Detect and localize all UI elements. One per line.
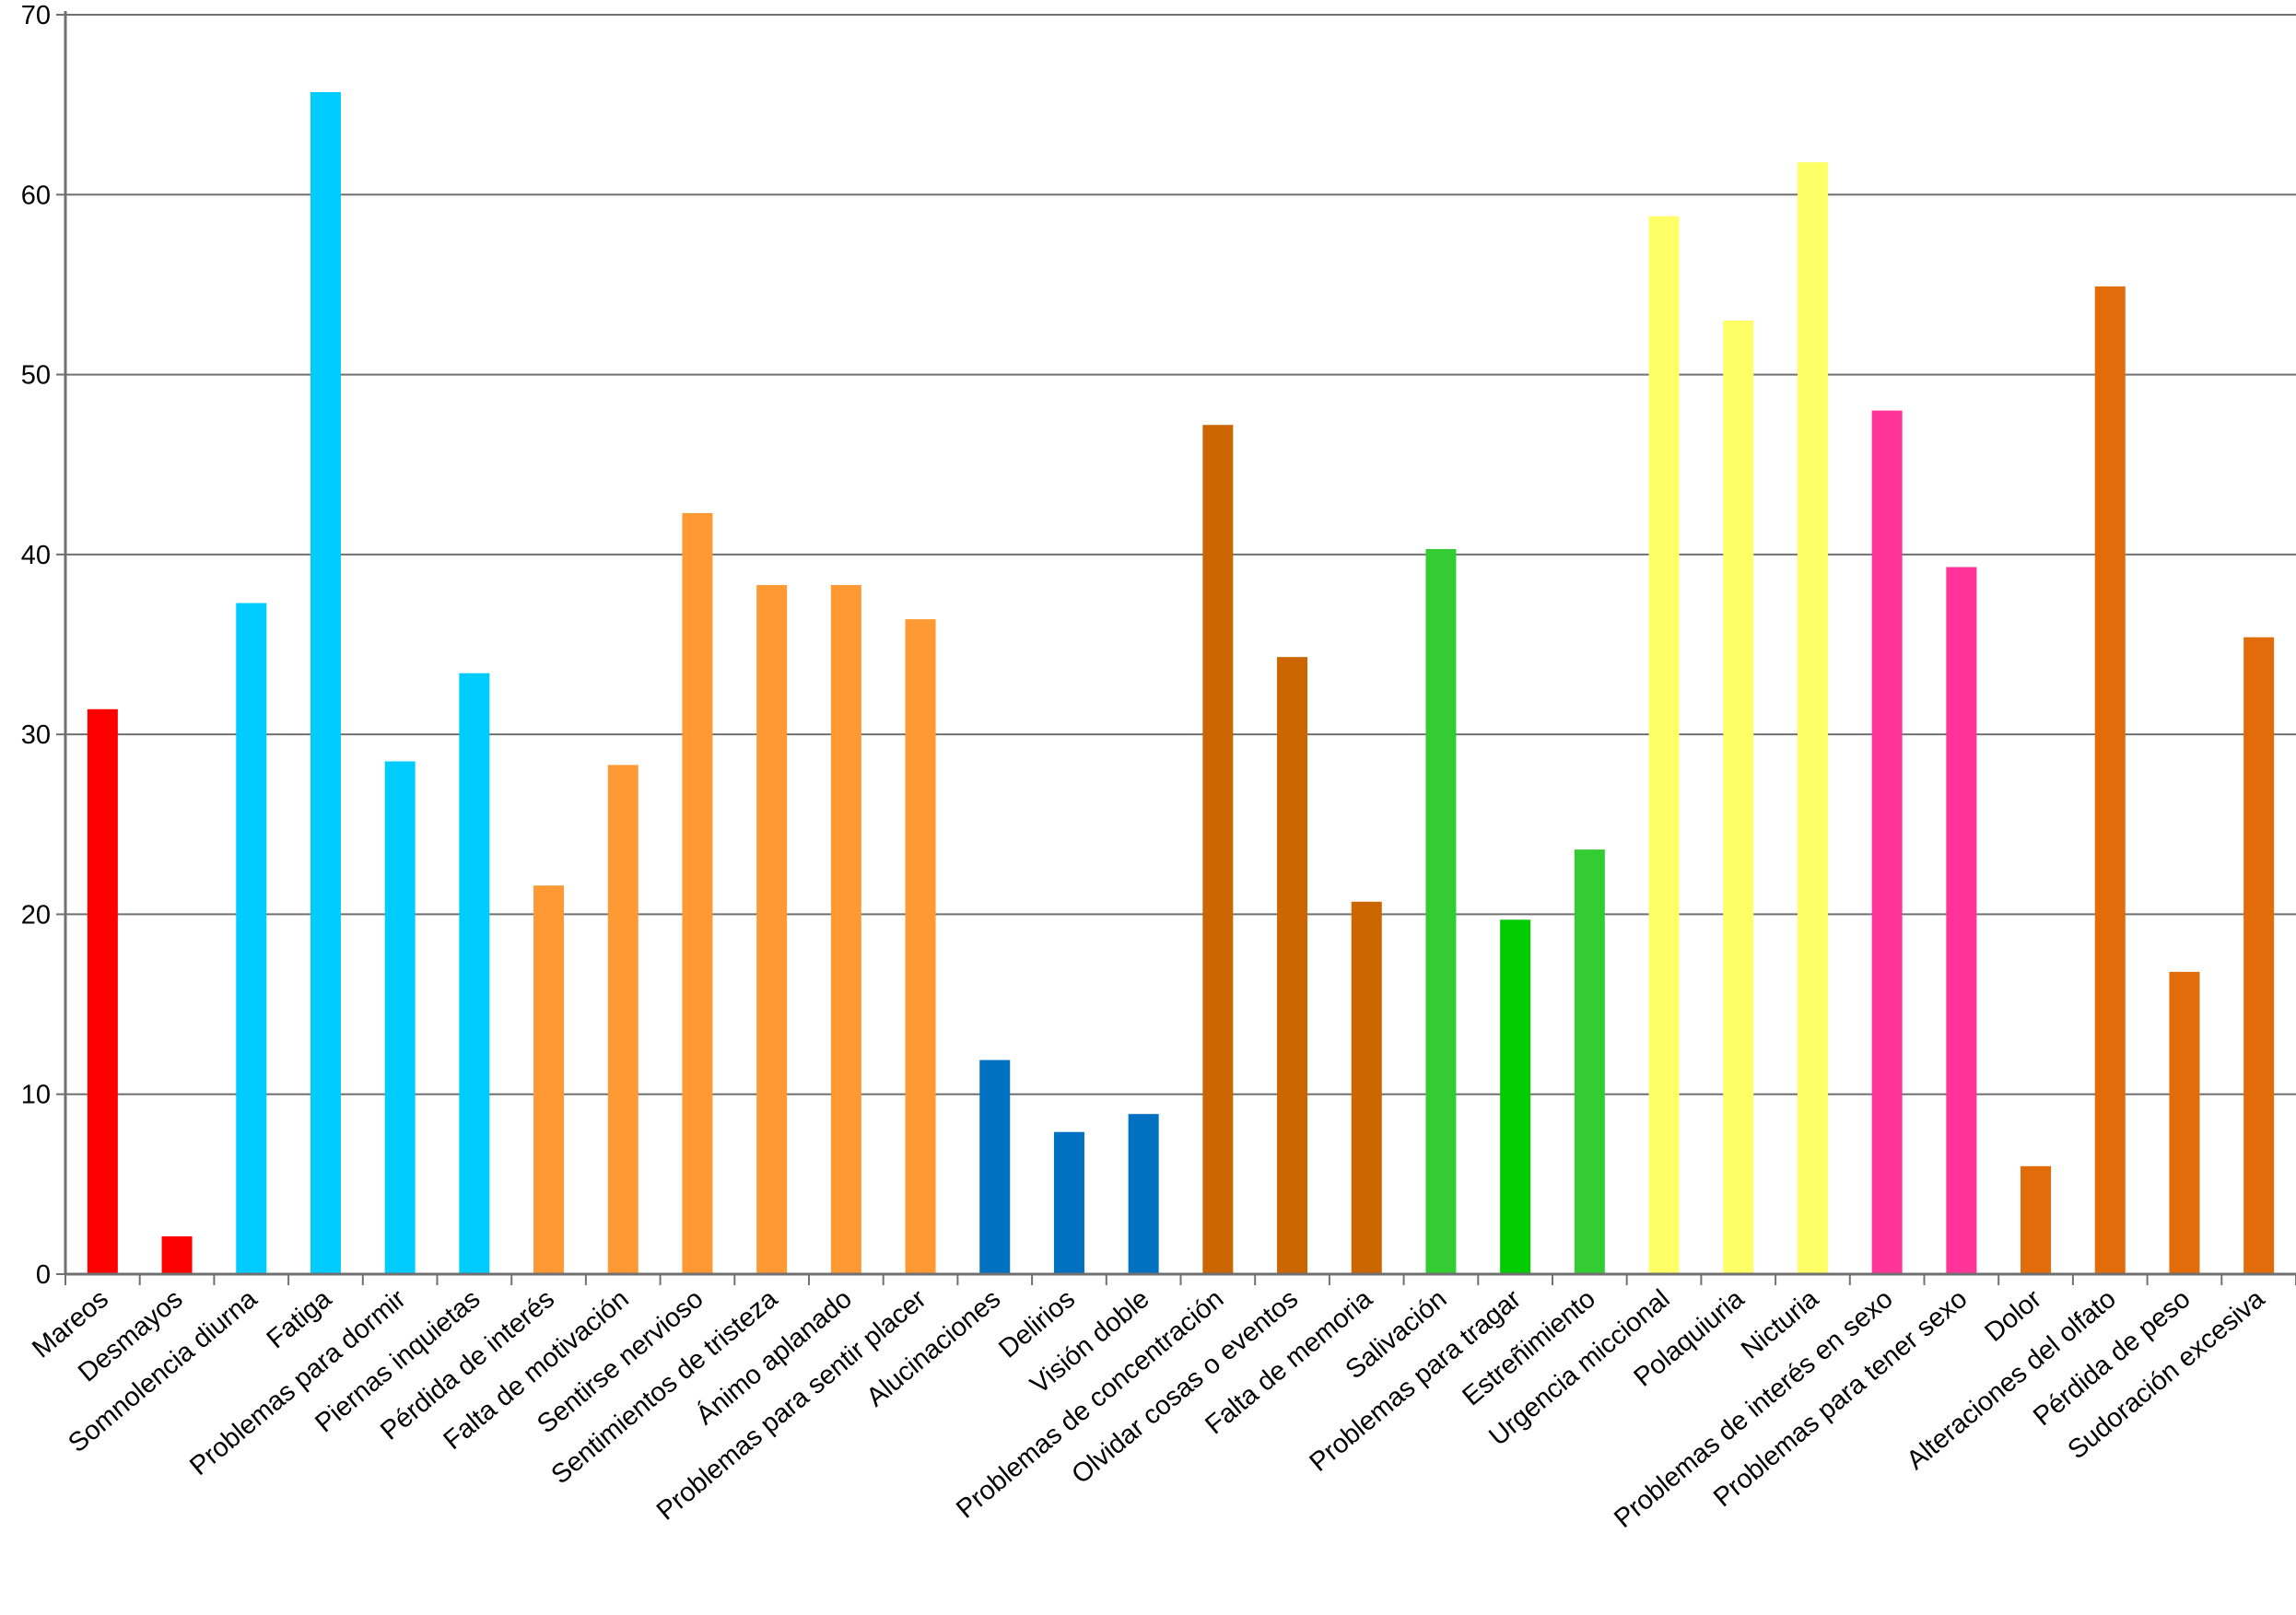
x-category-label: Problemas de concentración <box>951 1284 1229 1525</box>
bar-23 <box>1797 162 1828 1275</box>
bar-27 <box>2094 286 2126 1274</box>
bar-18 <box>1425 548 1457 1274</box>
bar-8 <box>682 512 713 1274</box>
y-tick-label: 40 <box>21 541 51 570</box>
y-tick-label: 0 <box>36 1260 51 1290</box>
bar-29 <box>2243 637 2275 1274</box>
bar-26 <box>2021 1165 2052 1274</box>
y-axis-ticks: 0 10 20 30 40 50 60 70 <box>21 1 65 1290</box>
bar-4 <box>384 761 416 1274</box>
bar-16 <box>1277 657 1308 1274</box>
bar-19 <box>1500 919 1531 1274</box>
bar-0 <box>87 708 118 1274</box>
y-tick-label: 30 <box>21 720 51 750</box>
y-tick-label: 50 <box>21 361 51 391</box>
y-tick-label: 10 <box>21 1081 51 1110</box>
bar-22 <box>1723 320 1754 1274</box>
bars <box>87 91 2275 1275</box>
y-tick-label: 60 <box>21 181 51 210</box>
axes <box>64 11 2296 1285</box>
bar-24 <box>1871 410 1903 1275</box>
bar-21 <box>1648 216 1680 1275</box>
x-category-label: Alucinaciones <box>861 1284 1007 1413</box>
bar-14 <box>1128 1114 1159 1274</box>
bar-20 <box>1574 849 1605 1274</box>
bar-25 <box>1946 567 1977 1274</box>
bar-5 <box>459 673 490 1274</box>
bar-10 <box>830 585 861 1274</box>
bar-15 <box>1202 425 1234 1274</box>
bar-6 <box>533 885 565 1274</box>
bar-13 <box>1053 1131 1084 1274</box>
bar-2 <box>236 603 267 1274</box>
bar-17 <box>1351 901 1382 1274</box>
y-tick-label: 20 <box>21 900 51 930</box>
bar-12 <box>979 1059 1011 1274</box>
bar-11 <box>905 619 936 1274</box>
bar-9 <box>756 585 788 1274</box>
bar-3 <box>310 91 341 1274</box>
bar-28 <box>2169 971 2200 1274</box>
gridlines <box>65 14 2296 1095</box>
bar-7 <box>607 765 638 1274</box>
y-tick-label: 70 <box>21 1 51 30</box>
bar-1 <box>161 1235 193 1274</box>
